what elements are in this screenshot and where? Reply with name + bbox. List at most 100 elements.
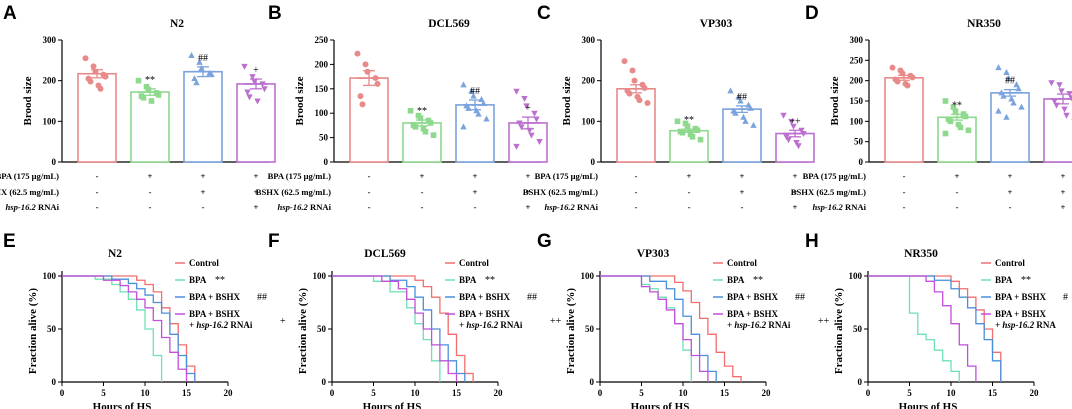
data-point: [735, 93, 742, 100]
data-point: [798, 127, 805, 134]
y-tick-label: 150: [850, 96, 864, 106]
legend-significance: **: [485, 275, 495, 286]
data-point: [155, 92, 162, 98]
y-tick-label: 50: [585, 324, 595, 334]
chart-title: VP303: [700, 18, 733, 30]
data-point: [465, 104, 472, 111]
condition-sign: +: [526, 171, 531, 181]
survival-curve: [600, 275, 709, 382]
significance-mark: **: [684, 115, 694, 126]
significance-mark: ##: [470, 86, 480, 97]
condition-sign: -: [474, 202, 477, 212]
data-point: [193, 79, 200, 86]
x-axis-label: Hours of HS: [93, 401, 152, 409]
bar: [884, 77, 924, 163]
legend-label: BPA + BSHX: [995, 309, 1046, 319]
condition-sign: -: [956, 187, 959, 197]
condition-sign: -: [96, 187, 99, 197]
data-point: [460, 123, 467, 130]
x-tick-label: 15: [452, 388, 462, 398]
rnai-suffix: RNAi: [308, 202, 332, 212]
data-point: [364, 68, 371, 75]
data-point: [526, 127, 533, 134]
chart-title: NR350: [904, 248, 938, 260]
y-tick-label: 200: [43, 76, 57, 86]
legend-label: BPA: [727, 275, 745, 285]
chart-title: DCL569: [428, 18, 470, 30]
data-point: [359, 101, 366, 108]
panel-A: A N2 0 100 200 300 Brood size ** ## + BPA (175 μg/…: [0, 3, 276, 212]
data-point: [412, 124, 419, 130]
data-point: [636, 97, 643, 104]
x-axis-label: Hours of HS: [631, 401, 690, 409]
x-tick-label: 5: [639, 388, 644, 398]
legend-significance: #: [1063, 292, 1068, 303]
panel-label: B: [268, 3, 282, 24]
data-point: [747, 104, 754, 111]
significance-mark: **: [417, 106, 427, 117]
legend-significance: ##: [795, 292, 805, 303]
condition-sign: -: [956, 202, 959, 212]
data-point: [513, 143, 520, 150]
significance-mark: **: [145, 75, 155, 86]
data-point: [955, 121, 962, 128]
data-point: [727, 87, 734, 94]
condition-label-bshx: BSHX (62.5 mg/mL): [0, 187, 59, 197]
data-point: [516, 120, 523, 127]
condition-sign: +: [1061, 171, 1066, 181]
x-tick-label: 0: [60, 388, 65, 398]
panel-label: H: [805, 231, 819, 252]
data-point: [909, 74, 916, 81]
x-axis-label: Hours of HS: [363, 401, 422, 409]
data-point: [143, 83, 150, 90]
significance-mark: +: [525, 103, 531, 114]
condition-sign: +: [1061, 187, 1066, 197]
data-point: [957, 124, 964, 131]
x-tick-label: 10: [411, 388, 421, 398]
y-axis-label: Brood size: [294, 76, 306, 125]
data-point: [1056, 82, 1063, 89]
rnai-gene: hsp-16.2: [813, 202, 844, 212]
x-tick-label: 20: [1030, 388, 1040, 398]
condition-sign: -: [903, 202, 906, 212]
data-point: [1066, 91, 1072, 98]
data-point: [251, 78, 258, 85]
data-point: [422, 128, 429, 135]
x-tick-label: 5: [907, 388, 912, 398]
data-point: [641, 84, 648, 91]
panel-E: E N2 0 50 100 0 5 10 15 20 Hours of HS Fraction ali…: [3, 231, 286, 409]
condition-sign: +: [420, 171, 425, 181]
y-tick-label: 0: [52, 377, 57, 387]
survival-curve: [868, 275, 977, 382]
panel-F: F DCL569 0 50 100 0 5 10 15 20 Hours of HS Fraction…: [268, 231, 562, 409]
legend-significance: **: [753, 275, 763, 286]
condition-sign: -: [96, 171, 99, 181]
condition-label-bpa: BPA (175 μg/mL): [0, 171, 59, 181]
condition-label-rnai: hsp-16.2 RNAi: [6, 202, 60, 212]
y-tick-label: 50: [319, 133, 329, 143]
data-point: [732, 109, 739, 116]
legend-suffix: RNAi: [228, 320, 253, 330]
survival-curve: [868, 275, 1002, 382]
data-point: [1063, 112, 1070, 119]
survival-curve: [600, 275, 717, 382]
data-point: [82, 55, 89, 62]
data-point: [354, 50, 361, 57]
condition-label-rnai: hsp-16.2 RNAi: [278, 202, 332, 212]
legend-gene: + hsp-16.2: [189, 320, 229, 330]
data-point: [97, 85, 104, 92]
condition-sign: +: [254, 187, 259, 197]
legend-label: BPA: [189, 275, 207, 285]
rnai-suffix: RNAi: [843, 202, 867, 212]
y-tick-label: 100: [315, 108, 329, 118]
chart-title: N2: [108, 248, 122, 260]
data-point: [536, 139, 543, 146]
y-tick-label: 0: [590, 377, 595, 387]
survival-curve: [62, 275, 196, 382]
data-point: [480, 99, 487, 106]
legend-label-line2: + hsp-16.2 RNAi: [189, 320, 253, 330]
y-tick-label: 0: [324, 157, 329, 167]
condition-sign: +: [1008, 187, 1013, 197]
data-point: [644, 100, 651, 107]
legend-significance: ##: [257, 292, 267, 303]
